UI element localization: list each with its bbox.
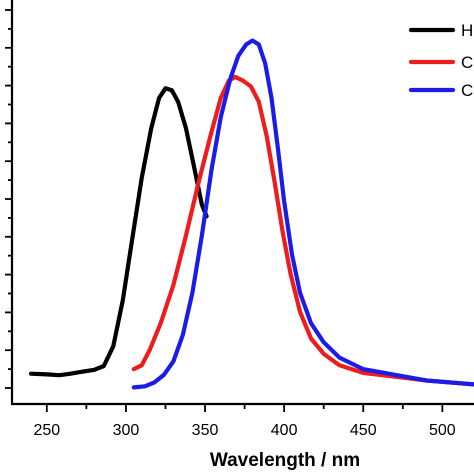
legend-label-1: H [461,21,473,40]
x-tick-label: 300 [113,422,140,439]
legend: HCC [408,21,473,100]
axes: 250 300 350 400 450 500 [5,0,474,439]
legend-label-2: C [461,53,473,72]
series-line-3 [131,38,474,390]
series-line-1 [28,86,209,378]
x-axis-label: Wavelength / nm [210,450,360,471]
x-tick-label: 450 [350,422,377,439]
x-tick-label: 250 [33,422,60,439]
x-tick-label: 500 [429,422,456,439]
series-line-2 [131,74,474,387]
x-tick-label: 400 [271,422,298,439]
legend-label-3: C [461,81,473,100]
x-tick-label: 350 [192,422,219,439]
series-layer [28,38,474,390]
